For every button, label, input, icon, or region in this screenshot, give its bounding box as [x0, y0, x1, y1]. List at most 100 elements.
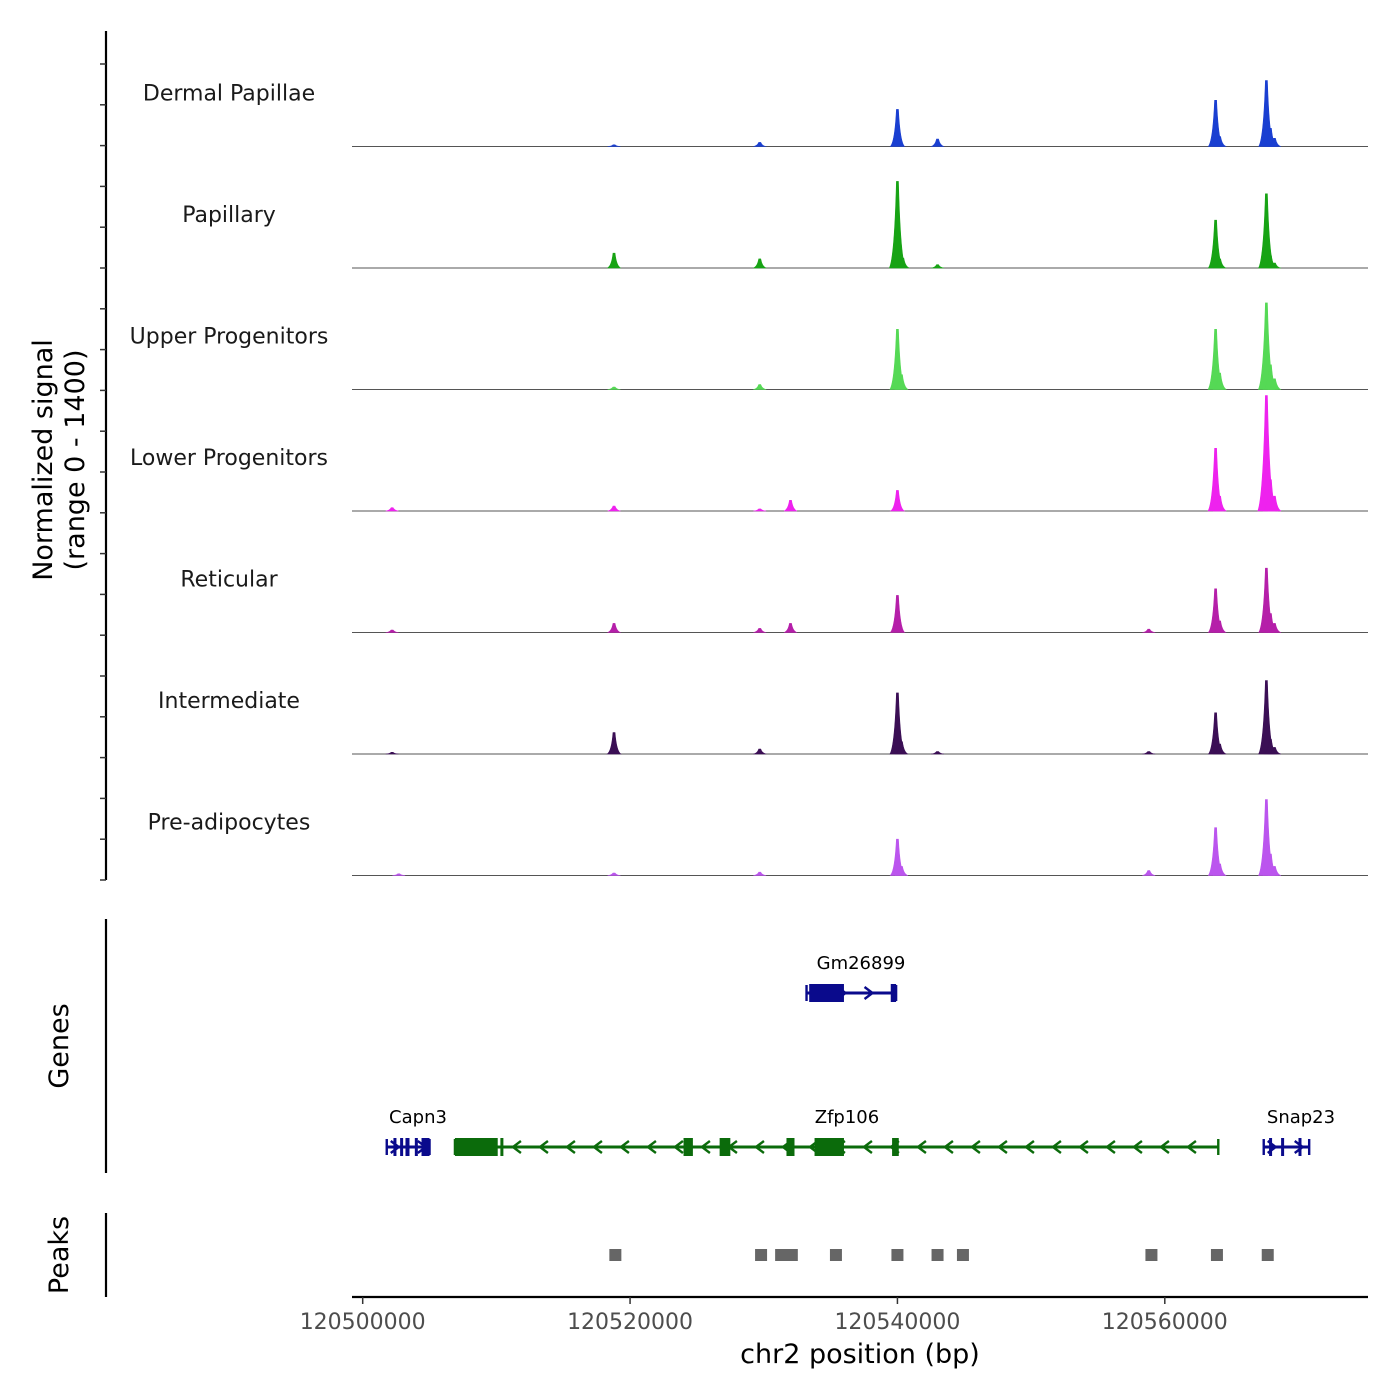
track-intermediate: Intermediate [158, 680, 1368, 755]
peak-region [1145, 1249, 1158, 1261]
signal-peak [1212, 258, 1227, 269]
gene-capn3: Capn3 [385, 1107, 447, 1156]
gene-exon [786, 1138, 795, 1156]
strand-arrow [564, 1140, 576, 1154]
signal-peak [896, 257, 910, 269]
strand-arrow [1104, 1140, 1116, 1154]
gene-exon [1269, 1138, 1273, 1156]
gene-label: Capn3 [389, 1107, 447, 1128]
strand-arrow [863, 986, 875, 1000]
signal-peak [1267, 623, 1282, 633]
genes-axis-title: Genes [44, 1003, 75, 1088]
strand-arrow [390, 1140, 401, 1154]
peak-region [956, 1249, 969, 1261]
signal-peak [753, 628, 767, 633]
signal-peak [1212, 743, 1227, 755]
gene-exon [400, 1138, 404, 1156]
signal-peak [931, 751, 945, 755]
strand-arrow [996, 1140, 1008, 1154]
x-tick-label: 120540000 [834, 1310, 960, 1335]
signal-peak [753, 142, 767, 147]
signal-peak [1212, 863, 1227, 876]
signal-peak [783, 623, 798, 633]
signal-peak [894, 866, 909, 876]
gene-exon [421, 1138, 430, 1156]
signal-peak [385, 629, 399, 633]
peak-region [775, 1249, 788, 1261]
x-tick-label: 120520000 [567, 1310, 693, 1335]
signal-peak [1142, 751, 1156, 755]
strand-arrow [1158, 1140, 1170, 1154]
signal-peak [889, 490, 906, 512]
peak-region [891, 1249, 904, 1261]
gene-exon [890, 984, 897, 1002]
signal-peak [889, 109, 906, 147]
strand-arrow [1023, 1140, 1035, 1154]
x-tick-label: 120560000 [1102, 1310, 1228, 1335]
strand-arrow [591, 1140, 603, 1154]
signal-peak [1212, 136, 1227, 147]
strand-arrow [1185, 1140, 1197, 1154]
gene-exon [500, 1138, 504, 1156]
peak-region [785, 1249, 798, 1261]
signal-peak [930, 138, 945, 147]
gene-exon [719, 1138, 731, 1156]
track-label: Dermal Papillae [143, 82, 315, 107]
gene-exon [1298, 1138, 1302, 1156]
signal-peak [607, 505, 621, 512]
x-axis-title: chr2 position (bp) [740, 1339, 980, 1370]
strand-arrow [1050, 1140, 1062, 1154]
signal-peak [1267, 495, 1282, 512]
peak-region [931, 1249, 944, 1261]
gene-label: Gm26899 [817, 953, 906, 974]
strand-arrow [1294, 1140, 1305, 1154]
coverage-tracks: Dermal Papillae Papillary Upper Progenitor… [130, 80, 1368, 876]
gene-exon [1281, 1138, 1285, 1156]
peak-region [829, 1249, 842, 1261]
strand-arrow [861, 1140, 873, 1154]
y-axis-title-line2: (range 0 - 1400) [60, 350, 91, 571]
strand-arrow [699, 1140, 711, 1154]
signal-peak [1267, 866, 1282, 876]
signal-peak [392, 873, 406, 876]
signal-peak [607, 872, 621, 876]
peaks-axis-title: Peaks [44, 1216, 75, 1294]
strand-arrow [1077, 1140, 1089, 1154]
track-label: Intermediate [158, 689, 300, 714]
gene-label: Zfp106 [815, 1107, 879, 1128]
gene-exon [809, 984, 844, 1002]
track-label: Reticular [180, 568, 278, 593]
signal-peak [1212, 372, 1227, 390]
track-upper-progenitors: Upper Progenitors [130, 302, 1368, 390]
gene-exon [405, 1138, 410, 1156]
strand-arrow [1131, 1140, 1143, 1154]
track-reticular: Reticular [180, 568, 1368, 633]
strand-arrow [753, 1140, 765, 1154]
track-label: Lower Progenitors [130, 446, 328, 471]
track-dermal-papillae: Dermal Papillae [143, 80, 1368, 147]
signal-peak [1212, 495, 1227, 512]
signal-peak [606, 732, 622, 755]
strand-arrow [672, 1140, 684, 1154]
strand-arrow [618, 1140, 630, 1154]
signal-peak [1142, 870, 1156, 876]
signal-peak [607, 386, 621, 390]
signal-peak [1212, 620, 1227, 633]
signal-peak [753, 871, 767, 876]
signal-peak [385, 507, 399, 512]
signal-peak [783, 499, 798, 512]
gene-exon [454, 1138, 498, 1156]
strand-arrow [645, 1140, 657, 1154]
track-label: Upper Progenitors [130, 325, 329, 350]
gene-exon [414, 1138, 418, 1156]
strand-arrow [510, 1140, 522, 1154]
signal-peak [753, 258, 767, 269]
gene-zfp106: Zfp106 [453, 1107, 1220, 1156]
track-pre-adipocytes: Pre-adipocytes [148, 799, 1368, 876]
gene-exon [892, 1138, 899, 1156]
signal-peak [888, 181, 906, 269]
gene-snap23: Snap23 [1262, 1107, 1335, 1156]
track-lower-progenitors: Lower Progenitors [130, 395, 1368, 512]
signal-peak [607, 623, 621, 633]
